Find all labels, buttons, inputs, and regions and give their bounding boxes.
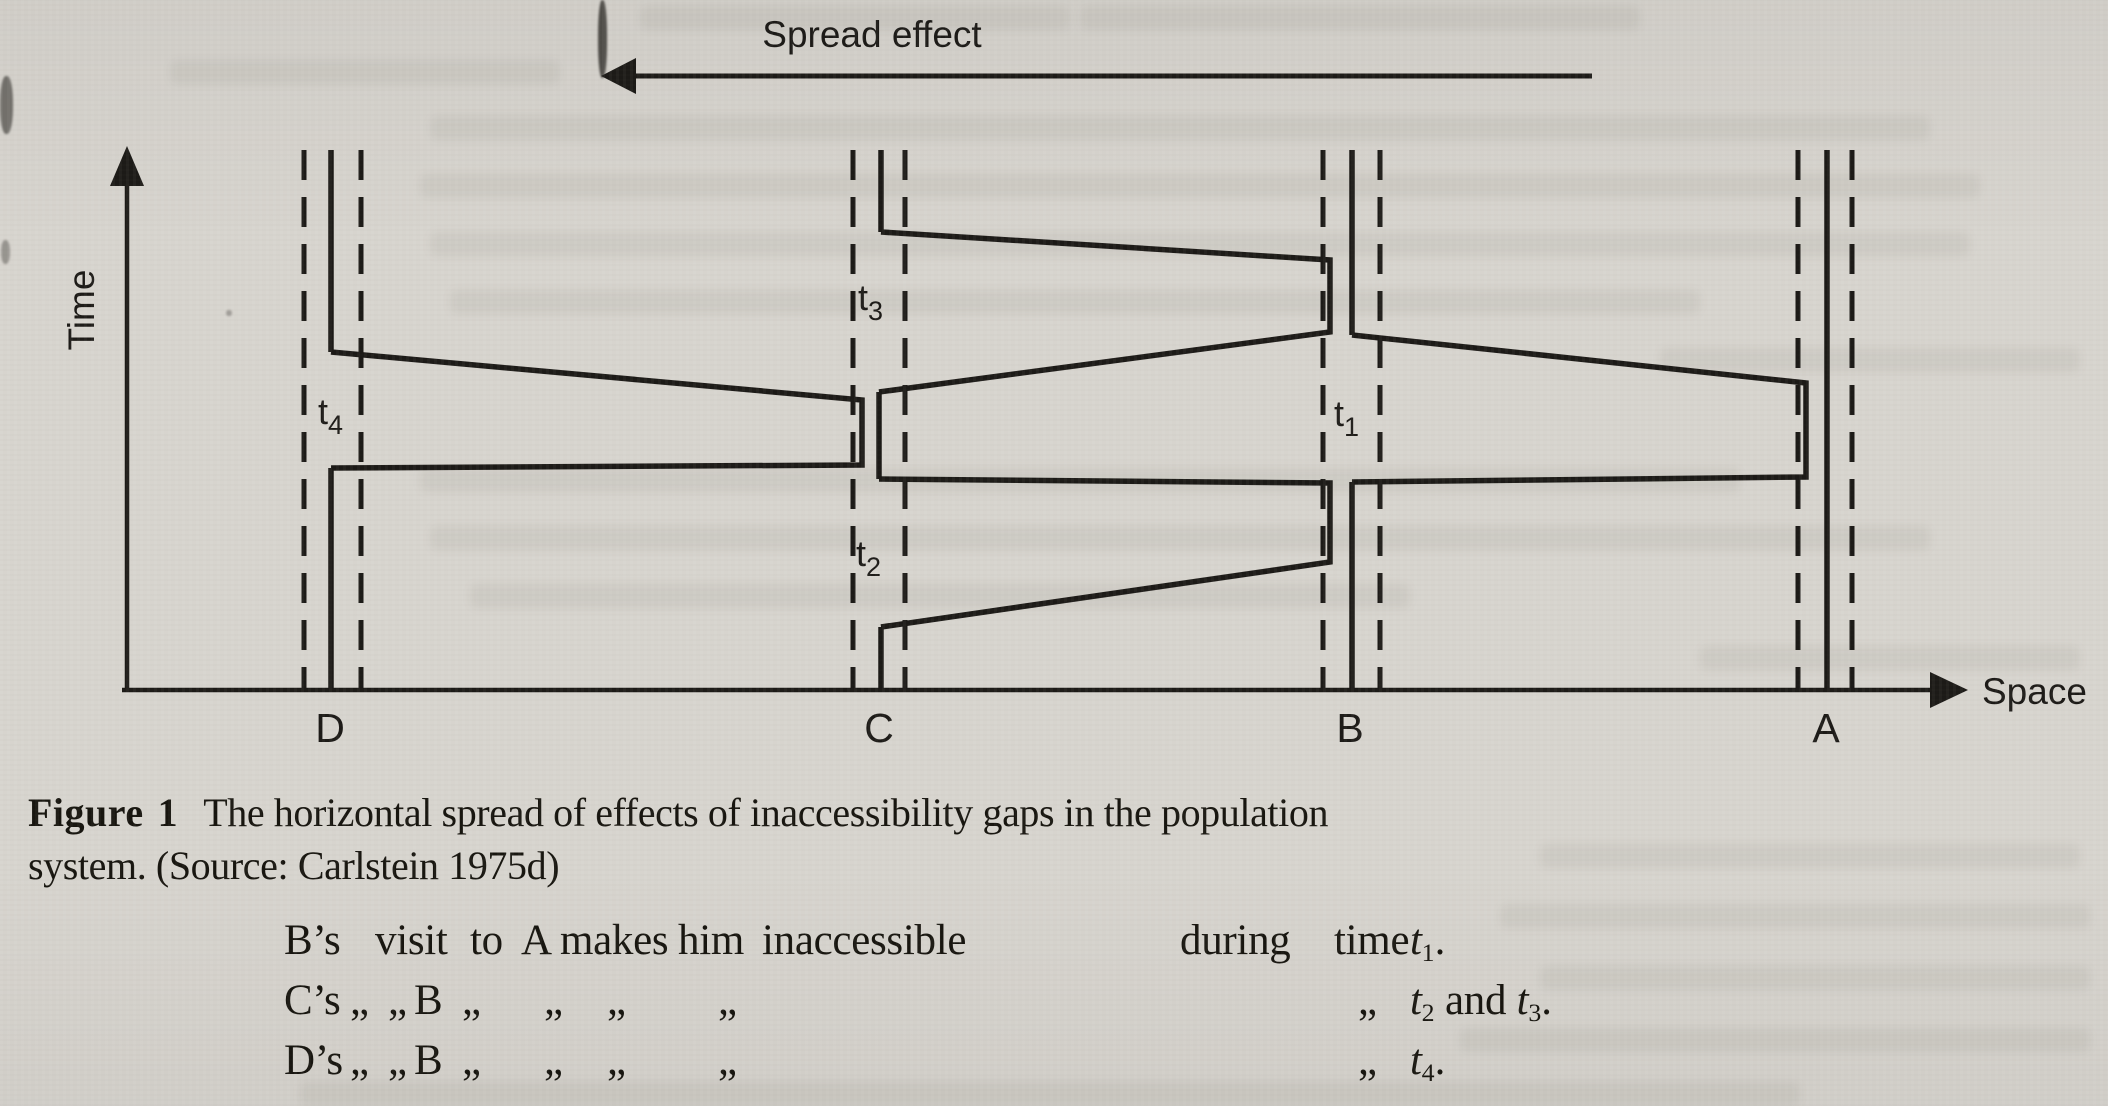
ditto-mark: „ xyxy=(718,1037,740,1084)
ditto-mark: „ xyxy=(544,1037,566,1084)
left-arrowhead-icon xyxy=(601,58,636,94)
station-label-C: C xyxy=(864,705,894,751)
figure-number: 1 xyxy=(157,790,178,835)
space-axis-label: Space xyxy=(1982,671,2087,712)
note-word: D’s xyxy=(284,1037,343,1084)
visit-wedge-C-to-B-lower xyxy=(878,476,1333,630)
spread-effect-label: Spread effect xyxy=(762,14,982,55)
ditto-mark: „ xyxy=(462,977,484,1024)
ditto-mark: „ xyxy=(1358,977,1380,1024)
time-axis xyxy=(110,146,144,692)
note-row-B: B’s visit to A makes him inaccessible du… xyxy=(0,916,2108,974)
ditto-mark: „ xyxy=(544,977,566,1024)
ditto-mark: „ xyxy=(718,977,740,1024)
figure-caption-line1: Figure 1 The horizontal spread of effects … xyxy=(28,784,1588,842)
note-word: makes xyxy=(560,917,669,964)
ditto-mark: „ xyxy=(350,1037,372,1084)
station-label-A: A xyxy=(1812,705,1840,751)
note-value-t1: t1. xyxy=(1410,917,1446,968)
note-row-C: C’s „ „ B „ „ „ „ „ t2 and t3. xyxy=(0,976,2108,1034)
visit-wedge-B-to-A xyxy=(1351,332,1809,485)
station-label-B: B xyxy=(1336,705,1363,751)
solid-life-lines xyxy=(328,150,1830,688)
gap-label-t3: t3 xyxy=(858,277,883,326)
note-word: C’s xyxy=(284,977,341,1024)
note-value-t2-t3: t2 and t3. xyxy=(1410,977,1552,1028)
note-word: A xyxy=(521,917,552,964)
spread-effect-arrow xyxy=(601,58,1592,94)
ditto-mark: „ xyxy=(462,1037,484,1084)
scan-smudge xyxy=(598,0,607,78)
visit-wedge-D-to-C xyxy=(330,349,865,471)
note-word: B’s xyxy=(284,917,341,964)
figure-caption-line2: system. (Source: Carlstein 1975d) xyxy=(28,843,560,888)
scan-smudge xyxy=(0,76,13,134)
space-axis xyxy=(122,672,1968,708)
ditto-mark: „ xyxy=(388,977,410,1024)
figure-diagram: Spread effect Time Space xyxy=(61,14,2087,751)
caption-text: The horizontal spread of effects of inac… xyxy=(203,790,1329,835)
figure-word: Figure xyxy=(28,790,144,835)
note-word: B xyxy=(414,977,443,1024)
gap-label-t2: t2 xyxy=(856,533,881,582)
visit-wedge-C-to-B-upper xyxy=(878,229,1333,395)
note-value-t4: t4. xyxy=(1410,1037,1446,1088)
bleedthrough-artifact xyxy=(1540,844,2080,868)
station-label-D: D xyxy=(315,705,345,751)
note-word: visit xyxy=(375,917,448,964)
gap-label-t4: t4 xyxy=(318,391,343,440)
ditto-mark: „ xyxy=(607,1037,629,1084)
right-arrowhead-icon xyxy=(1930,672,1968,708)
note-word: him xyxy=(678,917,744,964)
ditto-mark: „ xyxy=(1358,1037,1380,1084)
scan-smudge xyxy=(226,310,232,316)
ditto-mark: „ xyxy=(607,977,629,1024)
ditto-mark: „ xyxy=(350,977,372,1024)
note-word: to xyxy=(470,917,503,964)
note-word: time xyxy=(1334,917,1410,964)
up-arrowhead-icon xyxy=(110,146,144,186)
time-axis-label: Time xyxy=(61,270,102,351)
note-word: inaccessible xyxy=(762,917,967,964)
scan-smudge xyxy=(1,240,10,264)
note-row-D: D’s „ „ B „ „ „ „ „ t4. xyxy=(0,1036,2108,1094)
note-word: B xyxy=(414,1037,443,1084)
dashed-home-lines xyxy=(301,150,1855,688)
note-word: during xyxy=(1180,917,1291,964)
gap-label-t1: t1 xyxy=(1334,393,1359,442)
ditto-mark: „ xyxy=(388,1037,410,1084)
